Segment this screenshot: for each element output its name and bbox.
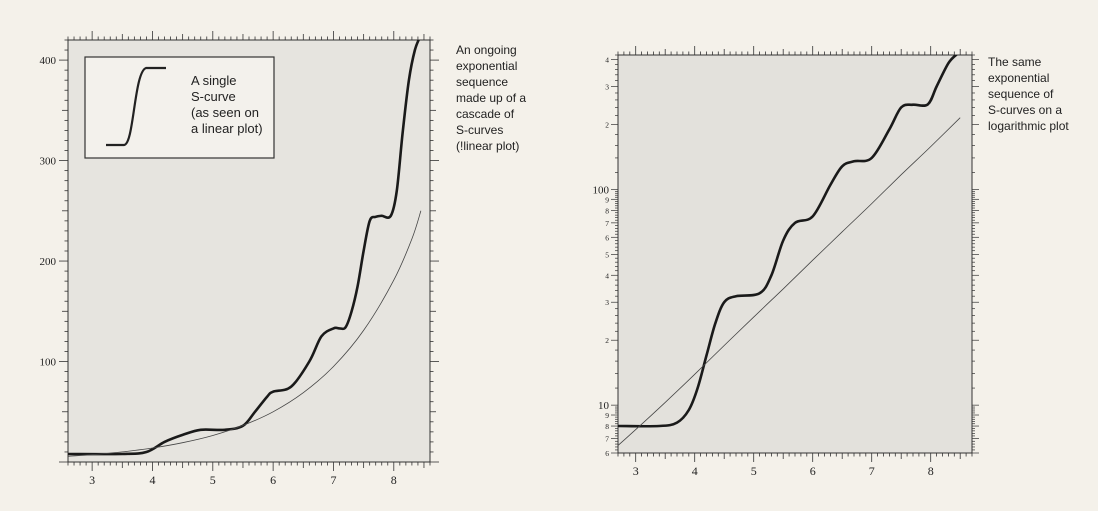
y-tick-label: 300 bbox=[40, 156, 57, 168]
y-tick-label: 9 bbox=[605, 411, 609, 420]
x-tick-label: 3 bbox=[633, 464, 639, 478]
log-annotation: The same exponential sequence of S-curve… bbox=[988, 55, 1069, 133]
x-tick-label: 5 bbox=[751, 464, 757, 478]
linear-annotation-line-5: cascade of bbox=[456, 107, 515, 121]
x-tick-label: 8 bbox=[391, 473, 397, 487]
inset-frame bbox=[84, 56, 275, 159]
linear-annotation-line-3: sequence bbox=[456, 75, 508, 89]
log-series-group bbox=[618, 55, 961, 446]
y-tick-label: 400 bbox=[40, 55, 57, 67]
y-tick-label: 2 bbox=[605, 121, 609, 130]
y-tick-label: 6 bbox=[605, 233, 609, 242]
y-tick-label: 200 bbox=[40, 256, 57, 268]
linear-annotation-line-6: S-curves bbox=[456, 123, 503, 137]
x-tick-label: 6 bbox=[810, 464, 816, 478]
linear-series-group bbox=[68, 40, 422, 457]
linear-annotation-line-1: An ongoing bbox=[456, 43, 517, 57]
linear-annotation: An ongoing exponential sequence made up … bbox=[456, 43, 526, 153]
s-curve-cascade-line bbox=[68, 40, 420, 456]
y-tick-label: 4 bbox=[605, 56, 609, 65]
y-tick-label: 8 bbox=[605, 422, 609, 431]
log-annotation-line-3: sequence of bbox=[988, 87, 1054, 101]
y-tick-label: 7 bbox=[605, 219, 609, 228]
x-tick-label: 6 bbox=[270, 473, 276, 487]
x-tick-label: 4 bbox=[692, 464, 698, 478]
y-tick-label: 3 bbox=[605, 83, 609, 92]
x-tick-label: 3 bbox=[89, 473, 95, 487]
inset-s-curve bbox=[106, 66, 166, 147]
x-tick-label: 8 bbox=[928, 464, 934, 478]
y-tick-label: 4 bbox=[605, 271, 609, 280]
inset-label-line-4: a linear plot) bbox=[191, 121, 263, 136]
x-tick-label: 7 bbox=[330, 473, 336, 487]
linear-annotation-line-2: exponential bbox=[456, 59, 517, 73]
y-tick-label: 10 bbox=[598, 400, 610, 412]
x-tick-label: 4 bbox=[149, 473, 155, 487]
inset-box: A single S-curve (as seen on a linear pl… bbox=[84, 56, 275, 159]
linear-s-curve-chart: 3 4 5 6 7 8 100 200 300 400 A single S-curve (as … bbox=[40, 31, 526, 487]
log-annotation-line-5: logarithmic plot bbox=[988, 119, 1069, 133]
s-curve-cascade-line bbox=[618, 55, 959, 428]
linear-annotation-line-7: (!linear plot) bbox=[456, 139, 519, 153]
y-tick-label: 3 bbox=[605, 298, 609, 307]
y-tick-label: 5 bbox=[605, 250, 609, 259]
inset-label-line-1: A single bbox=[191, 73, 237, 88]
log-axis-ticks bbox=[611, 46, 979, 462]
y-tick-label: 7 bbox=[605, 435, 609, 444]
plot-area-log bbox=[617, 54, 973, 454]
log-annotation-line-4: S-curves on a bbox=[988, 103, 1062, 117]
y-tick-label: 100 bbox=[593, 184, 610, 196]
inset-label-line-3: (as seen on bbox=[191, 105, 259, 120]
linear-axis-ticks bbox=[59, 31, 439, 471]
log-annotation-line-1: The same bbox=[988, 55, 1042, 69]
linear-tick-labels: 3 4 5 6 7 8 100 200 300 400 bbox=[40, 55, 397, 487]
y-tick-label: 6 bbox=[605, 449, 609, 458]
inset-label-line-2: S-curve bbox=[191, 89, 236, 104]
y-tick-label: 8 bbox=[605, 206, 609, 215]
exponential-trend-line bbox=[618, 117, 961, 446]
log-annotation-line-2: exponential bbox=[988, 71, 1049, 85]
exponential-trend-line bbox=[68, 210, 422, 457]
linear-annotation-line-4: made up of a bbox=[456, 91, 526, 105]
x-tick-label: 7 bbox=[869, 464, 875, 478]
y-tick-label: 2 bbox=[605, 336, 609, 345]
y-tick-label: 100 bbox=[40, 357, 57, 369]
y-tick-label: 9 bbox=[605, 195, 609, 204]
x-tick-label: 5 bbox=[210, 473, 216, 487]
